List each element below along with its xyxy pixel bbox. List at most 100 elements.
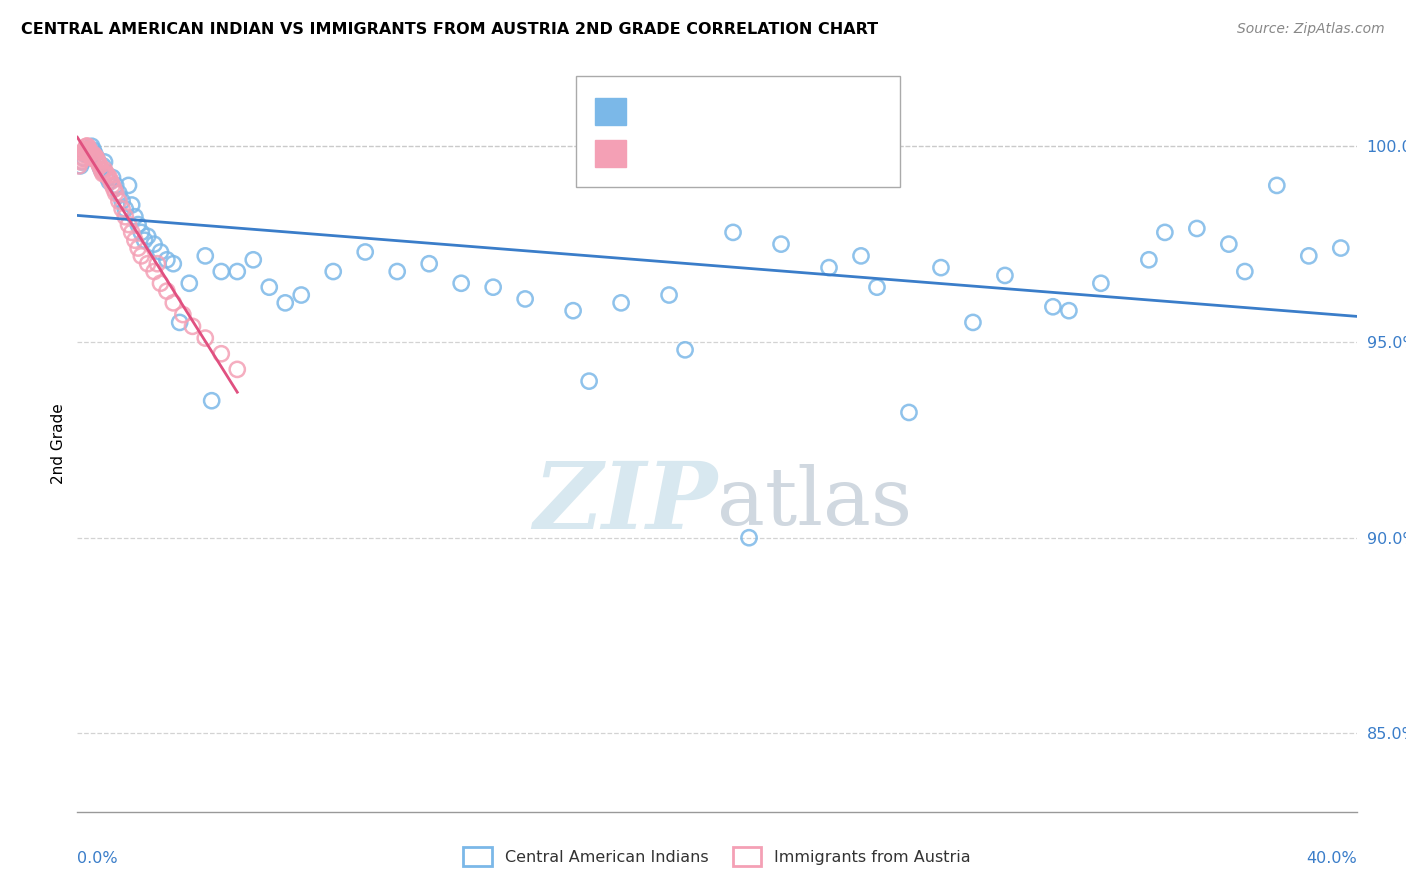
Point [111,202,134,216]
Point [94,168,117,182]
Point [770,237,793,252]
Point [80,139,103,153]
Point [86,151,108,165]
Point [1185,221,1208,235]
Point [79,145,101,160]
Point [82,143,104,157]
Point [101,170,124,185]
Point [242,252,264,267]
Point [121,198,143,212]
Point [209,264,232,278]
Point [76,139,98,153]
Point [418,257,440,271]
Point [114,210,136,224]
Text: ZIP: ZIP [533,458,717,548]
Point [108,186,131,201]
Text: R =  0.002   N = 78: R = 0.002 N = 78 [634,103,818,120]
Point [209,347,232,361]
Point [673,343,696,357]
Point [73,143,96,157]
Point [385,264,409,278]
Point [117,218,139,232]
Point [450,277,472,291]
Point [610,296,633,310]
Point [124,210,146,224]
Point [87,155,110,169]
Point [93,155,115,169]
Point [97,169,120,183]
Point [962,315,984,329]
Point [89,159,111,173]
Point [1154,226,1177,240]
Point [129,249,153,263]
Point [75,147,97,161]
Point [75,144,97,158]
Point [849,249,872,263]
Point [156,284,179,298]
Point [1137,252,1160,267]
Point [129,226,153,240]
Point [738,531,761,545]
Text: 40.0%: 40.0% [1306,851,1357,865]
Point [70,151,93,165]
Point [69,153,91,167]
Point [274,296,297,310]
Point [76,147,98,161]
Point [70,149,93,163]
Point [658,288,681,302]
Point [108,194,131,208]
Point [87,155,110,169]
Point [72,145,94,160]
Point [73,145,96,160]
Point [70,155,93,169]
Text: R =  0.267   N = 59: R = 0.267 N = 59 [634,145,818,162]
Point [290,288,312,302]
Point [90,162,112,177]
Point [90,162,112,177]
Point [84,153,107,167]
Point [1330,241,1353,255]
Point [94,167,117,181]
Point [134,233,156,247]
Point [103,182,125,196]
Point [162,296,184,310]
Point [1218,237,1240,252]
Point [84,147,107,161]
Point [172,308,194,322]
Point [482,280,505,294]
Point [143,264,166,278]
Point [578,374,600,388]
Point [84,149,107,163]
Point [181,319,204,334]
Point [562,303,585,318]
Point [82,147,104,161]
Point [91,159,114,173]
Point [818,260,841,275]
Point [127,218,149,232]
Point [111,194,134,208]
Point [76,139,98,153]
Point [194,249,217,263]
Point [82,150,104,164]
Point [721,226,744,240]
Point [91,165,114,179]
Point [67,159,90,173]
Point [121,226,143,240]
Point [162,257,184,271]
Point [75,139,97,153]
Point [149,277,172,291]
Point [93,162,115,177]
Point [73,151,96,165]
Point [1090,277,1112,291]
Point [515,292,537,306]
Text: 0.0%: 0.0% [77,851,118,865]
Point [136,257,159,271]
Point [127,241,149,255]
Point [69,155,91,169]
Point [354,244,377,259]
Point [169,315,191,329]
Point [226,264,249,278]
Point [77,143,100,157]
Point [79,143,101,157]
Point [80,151,103,165]
